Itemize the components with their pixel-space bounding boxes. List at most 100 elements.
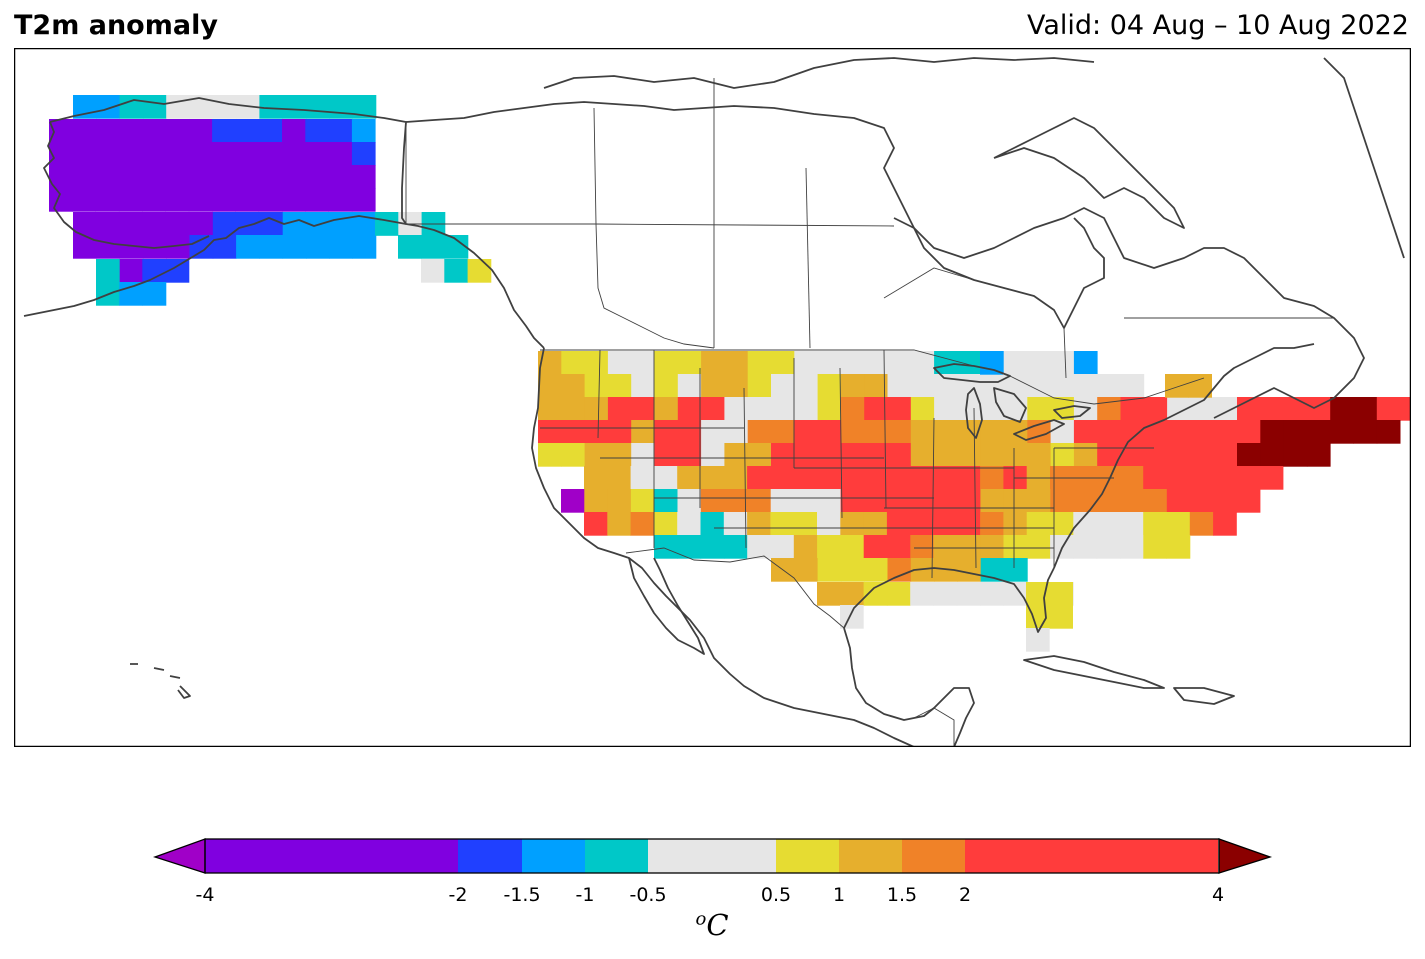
anomaly-cell xyxy=(864,420,888,444)
alaska-west-coast xyxy=(43,121,210,249)
anomaly-cell xyxy=(1188,374,1212,398)
anomaly-cell xyxy=(1190,420,1215,444)
anomaly-cell xyxy=(1097,397,1121,421)
anomaly-cell xyxy=(654,420,679,444)
colorbar-bin-1 xyxy=(458,839,522,873)
anomaly-cell xyxy=(654,397,679,421)
anomaly-cell xyxy=(886,512,911,536)
anomaly-cell xyxy=(119,259,143,283)
us-west-coast xyxy=(531,347,915,747)
anomaly-cell xyxy=(306,212,330,236)
anomaly-cell xyxy=(956,466,981,490)
anomaly-cell xyxy=(607,489,632,513)
anomaly-cell xyxy=(956,535,981,559)
anomaly-cell xyxy=(864,374,888,398)
anomaly-cell xyxy=(1027,443,1051,467)
hispaniola xyxy=(1173,687,1235,705)
anomaly-cell xyxy=(1097,420,1121,444)
colorbar-tick-label: 0.5 xyxy=(760,884,792,906)
anomaly-cell xyxy=(329,95,353,119)
anomaly-cell xyxy=(1376,397,1401,421)
anomaly-cell xyxy=(118,119,143,143)
anomaly-cell xyxy=(142,259,166,283)
anomaly-cell xyxy=(119,282,143,306)
colorbar-tick-label: 2 xyxy=(958,884,972,906)
anomaly-cell xyxy=(770,489,795,513)
canada-provinces-border-5 xyxy=(1063,327,1067,379)
anomaly-cell xyxy=(1143,489,1168,513)
colorbar-bin-8 xyxy=(965,839,1218,873)
anomaly-cell xyxy=(817,397,842,421)
anomaly-cell xyxy=(73,235,97,259)
anomaly-cell xyxy=(142,212,167,236)
anomaly-cell xyxy=(351,165,376,189)
alaska-coast xyxy=(49,97,545,349)
colorbar-tick-label: 1 xyxy=(832,884,846,906)
anomaly-cell xyxy=(863,489,888,513)
anomaly-cell xyxy=(188,142,213,166)
anomaly-cell xyxy=(747,466,771,490)
anomaly-cell xyxy=(584,512,608,536)
colorbar-tick-label: -0.5 xyxy=(629,884,667,906)
anomaly-cell xyxy=(352,235,377,259)
anomaly-cell xyxy=(747,535,771,559)
anomaly-cell xyxy=(467,259,492,283)
anomaly-cell xyxy=(1026,535,1051,559)
anomaly-cell xyxy=(607,512,631,536)
canada-provinces-border-4 xyxy=(883,267,975,299)
anomaly-cell xyxy=(771,397,795,421)
anomaly-cell xyxy=(817,351,842,375)
anomaly-cell xyxy=(886,466,911,490)
valid-period: Valid: 04 Aug – 10 Aug 2022 xyxy=(1026,10,1409,41)
colorbar-over-arrow xyxy=(1218,838,1273,874)
greenland-coast xyxy=(1323,57,1405,259)
arctic-islands xyxy=(543,57,1095,89)
anomaly-cell xyxy=(561,489,585,513)
anomaly-cell xyxy=(980,466,1004,490)
anomaly-cell xyxy=(235,119,260,143)
anomaly-cell xyxy=(212,165,236,189)
anomaly-cell xyxy=(980,489,1005,513)
anomaly-cell xyxy=(631,397,655,421)
anomaly-cell xyxy=(538,397,562,421)
anomaly-cell xyxy=(282,188,306,212)
anomaly-cell xyxy=(980,397,1005,421)
anomaly-cell xyxy=(1306,420,1331,444)
colorbar-under-arrow xyxy=(152,838,206,874)
anomaly-cell xyxy=(980,512,1004,536)
colorbar-bin-3 xyxy=(585,839,648,873)
anomaly-cell xyxy=(701,397,725,421)
anomaly-cell xyxy=(1283,420,1308,444)
anomaly-cell xyxy=(258,188,283,212)
anomaly-cell xyxy=(212,119,236,143)
anomaly-cell xyxy=(1050,420,1075,444)
anomaly-cell xyxy=(328,165,353,189)
anomaly-cell xyxy=(1283,397,1308,421)
anomaly-cell xyxy=(1120,535,1144,559)
anomaly-cell xyxy=(282,212,307,236)
anomaly-cell xyxy=(747,420,772,444)
anomaly-cell xyxy=(887,558,912,582)
anomaly-cell xyxy=(1004,443,1028,467)
anomaly-cell xyxy=(212,95,237,119)
anomaly-cell xyxy=(980,443,1005,467)
anomaly-cell xyxy=(677,397,702,421)
alaska-south-coast xyxy=(23,215,407,317)
anomaly-cell xyxy=(956,582,981,606)
anomaly-cell xyxy=(910,420,935,444)
anomaly-cell xyxy=(1260,420,1284,444)
anomaly-cell xyxy=(887,397,912,421)
anomaly-cell xyxy=(49,119,73,143)
anomaly-cell xyxy=(118,165,143,189)
anomaly-cell xyxy=(236,212,260,236)
anomaly-cell xyxy=(1049,582,1073,606)
anomaly-cell xyxy=(73,212,97,236)
anomaly-cell xyxy=(165,259,190,283)
anomaly-cell xyxy=(840,582,864,606)
anomaly-cell xyxy=(631,374,655,398)
anomaly-cell xyxy=(351,142,376,166)
anomaly-cell xyxy=(305,188,329,212)
anomaly-cell xyxy=(910,397,935,421)
anomaly-cell xyxy=(351,119,376,143)
anomaly-cell xyxy=(1166,466,1191,490)
